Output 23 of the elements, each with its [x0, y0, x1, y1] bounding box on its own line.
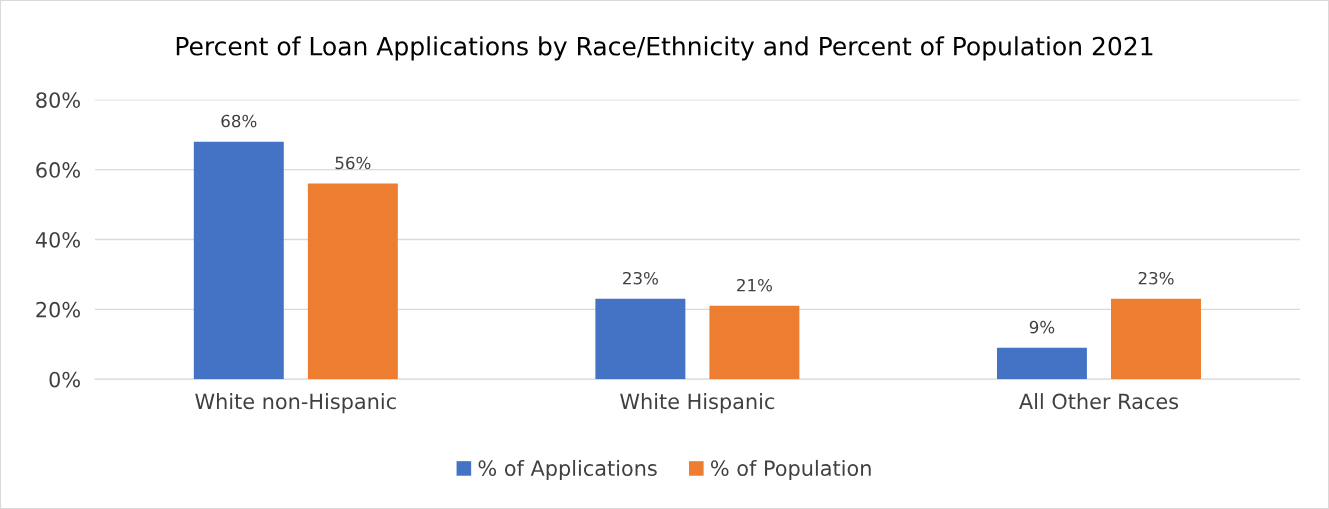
legend-label: % of Population — [711, 459, 871, 481]
bar — [709, 305, 800, 380]
bar — [193, 141, 284, 380]
bar — [1111, 298, 1201, 380]
y-tick-label: 80% — [36, 92, 80, 108]
chart-title: Percent of Loan Applications by Race/Ethnicity and Percent of Population 2021 — [176, 36, 1153, 61]
x-tick-label: White non-Hispanic — [195, 393, 396, 414]
x-tick-label: White Hispanic — [620, 393, 775, 414]
x-tick-label: All Other Races — [1019, 393, 1179, 410]
y-tick-label: 20% — [36, 301, 80, 318]
data-label: 21% — [737, 278, 773, 292]
data-label: 9% — [1029, 320, 1055, 334]
y-tick-label: 40% — [35, 231, 80, 248]
bar — [595, 298, 686, 380]
data-label: 56% — [335, 156, 371, 170]
data-label: 23% — [1138, 271, 1174, 285]
legend-label: % of Applications — [478, 459, 657, 481]
data-label: 23% — [623, 271, 658, 285]
y-tick-label: 0% — [49, 371, 80, 388]
bar — [996, 347, 1087, 380]
bar — [307, 183, 398, 380]
y-tick-label: 60% — [36, 162, 80, 178]
data-label: 68% — [221, 114, 257, 128]
